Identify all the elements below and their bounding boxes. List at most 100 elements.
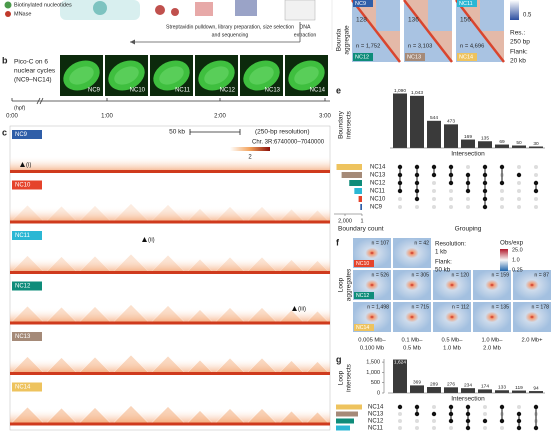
dot-empty xyxy=(432,405,436,409)
bar xyxy=(529,146,543,148)
label: 1,500 xyxy=(366,360,380,366)
hic-main-diagonal xyxy=(10,271,330,274)
hic-main-diagonal xyxy=(10,321,330,325)
dot xyxy=(516,425,522,431)
loop-map xyxy=(513,302,551,332)
dot-empty xyxy=(534,173,538,177)
bar xyxy=(461,139,475,148)
bar xyxy=(393,359,407,393)
label: 25.0 xyxy=(512,247,523,253)
label: 156 xyxy=(460,17,471,24)
label: 136 xyxy=(408,17,419,24)
cycle-tag xyxy=(12,130,42,139)
label: 128 xyxy=(356,17,367,24)
cycle-tag xyxy=(12,332,42,341)
label: 0.25 xyxy=(512,267,523,273)
illustration xyxy=(171,8,179,16)
label: 0.5 Mb xyxy=(403,346,421,352)
cycle-tag xyxy=(12,231,42,240)
loop-map xyxy=(513,270,551,300)
dot xyxy=(465,418,471,424)
bar xyxy=(427,387,441,393)
dot-empty xyxy=(415,419,419,423)
label: 0 xyxy=(377,390,380,396)
illustration xyxy=(235,0,257,16)
dot-empty xyxy=(517,165,521,169)
cycle-tag xyxy=(457,53,477,61)
label: NC10 xyxy=(15,183,31,189)
label: b xyxy=(2,55,8,65)
label: 0.1 Mb– xyxy=(402,338,424,344)
loop-map xyxy=(433,302,471,332)
bar xyxy=(393,93,407,148)
dot xyxy=(448,164,454,170)
label: 1,624 xyxy=(394,359,406,365)
count-bar xyxy=(360,204,362,210)
label: NC12 xyxy=(370,181,386,187)
dot-empty xyxy=(415,205,419,209)
loop-map xyxy=(473,270,511,300)
dot-empty xyxy=(534,205,538,209)
cycle-tag xyxy=(353,53,373,61)
dot-empty xyxy=(500,197,504,201)
bar xyxy=(461,388,475,393)
label: n = 3,103 xyxy=(408,44,432,50)
label: n = 178 xyxy=(532,304,550,310)
dot xyxy=(414,411,420,417)
label: n = 1,498 xyxy=(367,304,389,310)
bar xyxy=(427,120,441,148)
label: 3:00 xyxy=(319,114,331,120)
label: 50 kb xyxy=(169,129,185,136)
dot xyxy=(448,404,454,410)
dot-empty xyxy=(398,197,402,201)
hic-diagonal xyxy=(10,307,330,324)
label: Grouping xyxy=(455,226,482,233)
label: 0.5 xyxy=(523,13,532,19)
label: NC12 xyxy=(15,284,31,290)
label: n = 305 xyxy=(412,272,430,278)
cycle-tag xyxy=(353,0,373,7)
label: 1,090 xyxy=(394,88,406,94)
cycle-tag xyxy=(12,180,42,190)
dot-empty xyxy=(449,189,453,193)
count-bar xyxy=(349,180,362,186)
label: 0.100 Mb xyxy=(360,346,384,352)
dot-empty xyxy=(517,181,521,185)
dot xyxy=(414,188,420,194)
embryo-core xyxy=(249,66,274,85)
bar xyxy=(495,144,509,148)
illustration xyxy=(284,0,316,21)
arrowhead xyxy=(130,39,135,45)
label: 2 xyxy=(248,155,252,161)
label: Streptavidin pulldown, library preparati… xyxy=(166,24,294,30)
legend-icon xyxy=(5,11,11,17)
dot xyxy=(397,404,403,410)
dot xyxy=(499,418,505,424)
dot xyxy=(516,172,522,178)
label: Boundary xyxy=(338,110,345,139)
bar xyxy=(478,141,492,148)
label: NC11 xyxy=(15,233,31,239)
loop-map xyxy=(393,302,431,332)
hic-main-diagonal xyxy=(10,422,330,426)
dot xyxy=(482,172,488,178)
dot xyxy=(414,196,420,202)
hic-diagonal xyxy=(10,206,330,223)
dot-empty xyxy=(517,197,521,201)
label: 369 xyxy=(413,380,421,386)
illustration xyxy=(195,2,213,16)
dot xyxy=(499,180,505,186)
label: 1.0 Mb– xyxy=(482,338,504,344)
cycle-tag xyxy=(354,292,374,299)
label: 0:00 xyxy=(6,114,18,120)
label: 473 xyxy=(447,119,455,125)
dot xyxy=(482,418,488,424)
label: NC12 xyxy=(355,54,369,60)
count-bar xyxy=(341,172,362,178)
label: NC12 xyxy=(220,88,236,94)
label: 69 xyxy=(499,139,505,145)
label: Pico-C on 6 xyxy=(14,59,48,66)
bar xyxy=(512,390,526,393)
dot xyxy=(482,204,488,210)
label: (ii) xyxy=(148,238,155,244)
